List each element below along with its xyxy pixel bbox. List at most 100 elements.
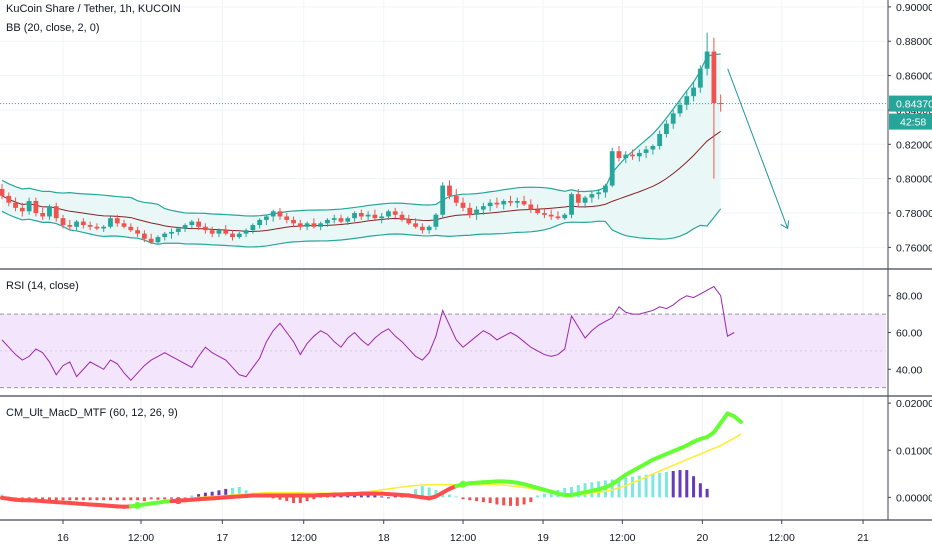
candle[interactable] (596, 192, 602, 195)
candle[interactable] (277, 211, 283, 217)
candle[interactable] (589, 194, 595, 198)
candle[interactable] (47, 206, 52, 217)
candle[interactable] (331, 218, 337, 220)
candle[interactable] (386, 211, 391, 217)
candle[interactable] (684, 96, 690, 105)
rsi-indicator-label[interactable]: RSI (14, close) (6, 280, 79, 292)
candle[interactable] (264, 216, 269, 220)
candle[interactable] (548, 214, 554, 217)
candle[interactable] (155, 237, 161, 243)
candle[interactable] (609, 151, 615, 186)
candle[interactable] (80, 221, 86, 226)
macd-pane[interactable] (0, 411, 744, 509)
candle[interactable] (26, 201, 32, 212)
candle[interactable] (94, 226, 100, 229)
candle[interactable] (379, 216, 385, 219)
candle[interactable] (189, 221, 195, 226)
candle[interactable] (413, 223, 418, 227)
bb-indicator-label[interactable]: BB (20, close, 2, 0) (6, 22, 100, 34)
rsi-line[interactable] (1, 285, 735, 382)
candle[interactable] (392, 211, 398, 215)
macd-line-segment[interactable] (732, 414, 744, 424)
candle[interactable] (121, 223, 127, 227)
candle[interactable] (616, 151, 622, 159)
candle[interactable] (358, 213, 364, 217)
candle[interactable] (250, 225, 256, 231)
candle[interactable] (270, 211, 276, 217)
candle[interactable] (162, 233, 168, 238)
price-axis[interactable]: 0.900000.880000.860000.840000.820000.800… (887, 0, 932, 520)
bollinger-upper-band[interactable] (1, 53, 721, 217)
candle[interactable] (108, 218, 113, 227)
candle[interactable] (40, 213, 46, 217)
candle[interactable] (6, 195, 12, 203)
price-pane[interactable] (0, 32, 886, 248)
candle[interactable] (257, 219, 263, 226)
candle[interactable] (196, 221, 202, 227)
candle[interactable] (480, 206, 486, 210)
candle[interactable] (372, 214, 378, 219)
candle[interactable] (664, 123, 669, 134)
candle[interactable] (148, 238, 154, 243)
candle[interactable] (216, 230, 222, 234)
candle[interactable] (325, 219, 330, 224)
candle[interactable] (67, 225, 73, 227)
candle[interactable] (169, 231, 174, 234)
candle[interactable] (603, 185, 608, 193)
candle[interactable] (657, 134, 663, 147)
candle[interactable] (74, 221, 79, 227)
candle[interactable] (670, 113, 676, 124)
candle[interactable] (101, 226, 107, 229)
candle[interactable] (345, 218, 351, 222)
candle[interactable] (203, 226, 208, 231)
candle[interactable] (182, 225, 188, 229)
candle[interactable] (623, 154, 629, 159)
candle[interactable] (542, 213, 547, 215)
candle[interactable] (697, 68, 703, 88)
candle[interactable] (399, 214, 405, 220)
candle[interactable] (60, 218, 66, 226)
candle[interactable] (135, 230, 140, 234)
candle[interactable] (53, 206, 59, 219)
candle[interactable] (474, 209, 479, 215)
candle[interactable] (311, 223, 317, 227)
candle[interactable] (114, 218, 120, 224)
candle[interactable] (508, 201, 513, 203)
candle[interactable] (175, 228, 181, 232)
candle[interactable] (521, 201, 527, 205)
candle[interactable] (318, 223, 324, 227)
candle[interactable] (630, 154, 635, 157)
candle[interactable] (223, 230, 229, 234)
candle[interactable] (569, 194, 574, 215)
candle[interactable] (33, 201, 39, 214)
candle[interactable] (406, 219, 412, 224)
candle[interactable] (426, 226, 432, 231)
candle[interactable] (650, 146, 656, 150)
candle[interactable] (487, 202, 493, 207)
time-axis[interactable]: 16 12:00 17 12:00 18 12:00 19 12:00 20 12:00 21 (57, 520, 869, 544)
candle[interactable] (128, 226, 134, 231)
candle[interactable] (494, 202, 500, 205)
candle[interactable] (440, 185, 446, 215)
candle[interactable] (243, 230, 249, 234)
candle[interactable] (304, 223, 310, 227)
candle[interactable] (236, 233, 242, 238)
candle[interactable] (19, 207, 25, 212)
candle[interactable] (209, 230, 215, 234)
candle[interactable] (643, 149, 649, 153)
candle[interactable] (711, 51, 717, 104)
candle[interactable] (365, 214, 371, 217)
candle[interactable] (87, 225, 93, 227)
candle[interactable] (535, 209, 541, 214)
candle[interactable] (562, 214, 568, 219)
candle[interactable] (636, 152, 642, 157)
candle[interactable] (230, 233, 235, 238)
candle[interactable] (338, 218, 344, 222)
candle[interactable] (297, 223, 303, 227)
candle[interactable] (0, 188, 5, 196)
candle[interactable] (352, 213, 357, 219)
candle[interactable] (467, 207, 473, 215)
candle[interactable] (514, 201, 520, 203)
candle[interactable] (677, 104, 683, 114)
